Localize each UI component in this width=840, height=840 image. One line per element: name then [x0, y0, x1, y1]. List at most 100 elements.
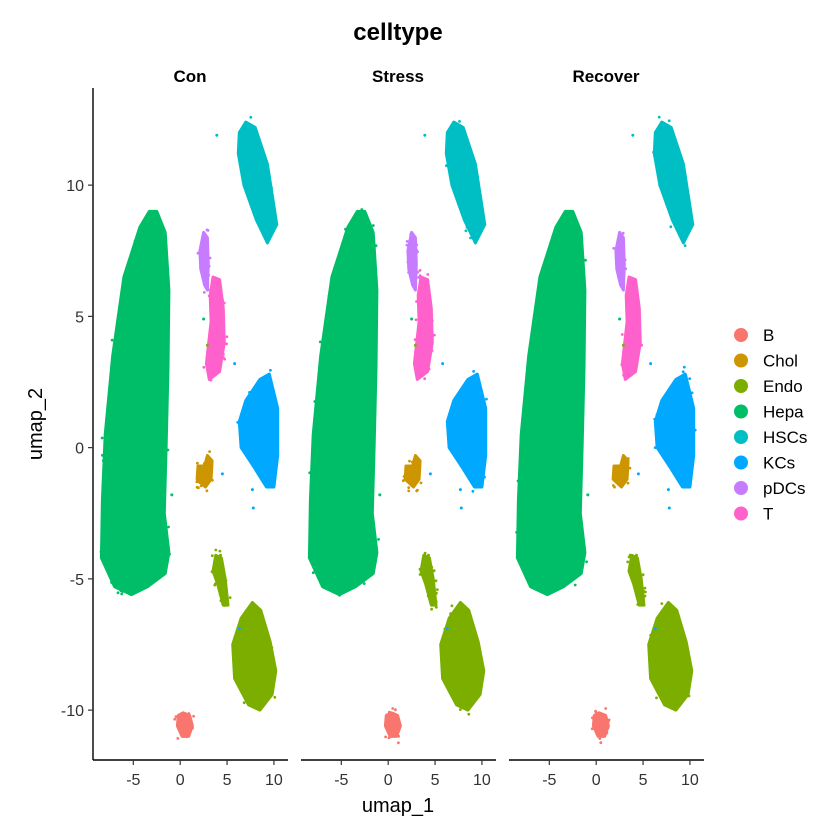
point-chol: [199, 484, 203, 488]
point-hepa: [410, 317, 414, 321]
point-hepa: [573, 583, 577, 587]
point-t: [634, 352, 638, 356]
x-tick-label: 10: [473, 772, 491, 789]
point-endo: [451, 653, 454, 656]
point-hepa: [146, 533, 150, 537]
point-t: [221, 298, 225, 302]
point-t: [214, 354, 218, 358]
point-endo: [443, 627, 447, 631]
point-hepa: [144, 494, 147, 497]
point-hepa: [555, 583, 559, 587]
point-pdcs: [409, 239, 413, 242]
point-t: [638, 329, 642, 333]
point-endo: [430, 565, 434, 569]
point-hepa: [378, 493, 382, 497]
point-hscs: [464, 229, 468, 233]
point-hepa: [552, 336, 556, 340]
legend-key: [734, 404, 748, 419]
point-kcs: [677, 452, 680, 456]
point-b: [185, 735, 189, 739]
point-t: [423, 377, 427, 381]
point-b: [173, 717, 177, 721]
point-pdcs: [617, 233, 621, 237]
panel-stress: [307, 120, 488, 745]
point-pdcs: [203, 282, 207, 286]
point-pdcs: [207, 288, 210, 292]
point-kcs: [653, 417, 657, 421]
point-hepa: [534, 563, 538, 567]
point-kcs: [456, 436, 459, 440]
point-hepa: [554, 346, 557, 349]
point-t: [222, 352, 225, 356]
point-endo: [256, 623, 260, 627]
point-t: [207, 294, 211, 298]
legend-item-kcs: KCs: [734, 454, 795, 473]
point-kcs: [690, 391, 694, 395]
point-chol: [203, 481, 207, 484]
point-t: [424, 341, 428, 345]
point-hepa: [362, 582, 366, 585]
panels: [99, 115, 697, 745]
point-kcs: [684, 476, 688, 480]
point-t: [209, 361, 213, 365]
point-hepa: [160, 302, 163, 306]
point-chol: [406, 477, 410, 481]
point-chol: [195, 485, 199, 489]
point-kcs: [665, 414, 669, 417]
point-kcs: [248, 391, 251, 394]
cluster-endo: [647, 601, 694, 712]
point-hepa: [133, 377, 136, 381]
point-b: [605, 731, 609, 735]
point-pdcs: [620, 243, 624, 247]
point-endo: [434, 591, 438, 595]
point-hepa: [372, 340, 376, 344]
point-pdcs: [409, 232, 413, 236]
point-kcs: [466, 391, 470, 395]
point-hepa: [352, 447, 356, 451]
point-hepa: [162, 374, 166, 378]
point-t: [620, 333, 624, 336]
legend-item-b: B: [734, 326, 774, 345]
point-hscs: [270, 186, 273, 190]
point-endo: [633, 556, 637, 560]
point-hepa: [539, 522, 542, 526]
point-t: [620, 363, 624, 366]
point-kcs: [655, 413, 659, 417]
point-endo: [458, 708, 462, 711]
point-endo: [213, 583, 217, 587]
point-hepa: [338, 593, 341, 597]
point-t: [427, 344, 431, 347]
point-hepa: [320, 571, 323, 574]
point-kcs: [471, 489, 475, 493]
point-hepa: [326, 544, 330, 547]
point-hepa: [374, 350, 378, 353]
point-hepa: [102, 526, 105, 530]
point-pdcs: [206, 283, 209, 287]
point-b: [604, 707, 608, 710]
point-hepa: [325, 423, 328, 427]
cluster-hscs: [444, 120, 487, 245]
point-b: [591, 716, 594, 720]
point-t: [640, 343, 643, 347]
point-hscs: [656, 174, 660, 178]
point-endo: [418, 567, 422, 571]
x-axis-title: umap_1: [362, 795, 434, 817]
point-chol: [404, 465, 408, 468]
point-t: [223, 357, 227, 361]
point-hepa: [559, 301, 563, 305]
point-chol: [626, 457, 630, 460]
point-pdcs: [623, 258, 627, 262]
point-b: [183, 721, 187, 725]
point-hscs: [247, 196, 251, 200]
point-kcs: [471, 421, 474, 425]
point-kcs: [674, 411, 678, 414]
point-hscs: [266, 205, 269, 209]
point-hscs: [669, 225, 673, 229]
point-hscs: [687, 221, 690, 224]
point-hepa: [362, 536, 366, 540]
point-endo: [661, 694, 664, 697]
point-chol: [419, 481, 423, 485]
point-kcs: [472, 370, 475, 373]
point-hscs: [478, 192, 482, 196]
